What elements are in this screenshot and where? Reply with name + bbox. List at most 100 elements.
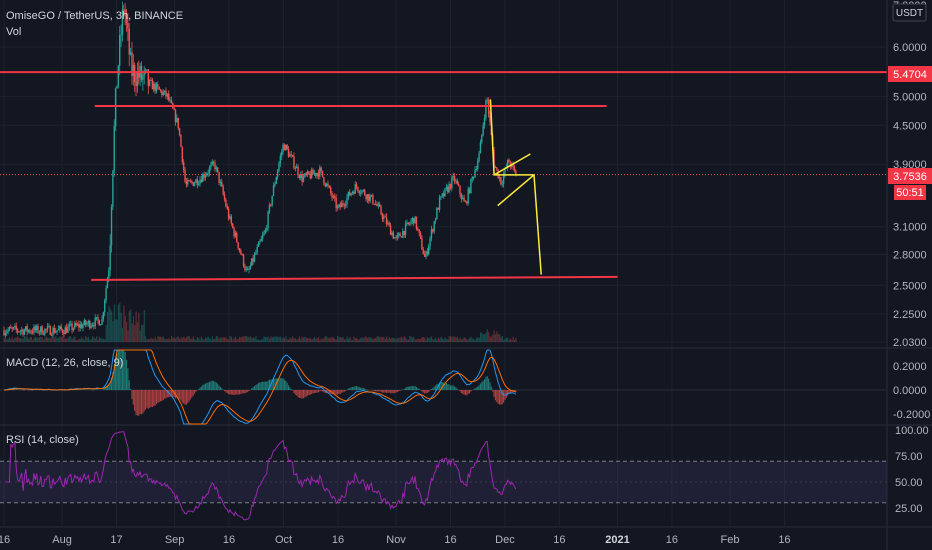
level-line[interactable]	[91, 275, 618, 281]
price-tick-label: 6.0000	[893, 42, 927, 54]
candle-body	[327, 183, 329, 186]
volume-bar	[138, 312, 140, 342]
volume-bar	[493, 330, 495, 342]
volume-bar	[407, 339, 409, 342]
candle-body	[162, 92, 164, 96]
projection-path[interactable]	[489, 99, 542, 275]
candle-body	[267, 211, 269, 229]
volume-bar	[70, 336, 72, 342]
volume-bar	[266, 337, 268, 342]
candle-body	[321, 170, 324, 178]
candle-body	[123, 9, 125, 11]
volume-bar	[396, 338, 399, 342]
volume-bar	[36, 337, 38, 342]
candle-body	[368, 194, 370, 201]
candle-body	[453, 175, 456, 182]
currency-label: USDT	[896, 8, 923, 19]
volume-bar	[142, 324, 144, 342]
candle-body	[219, 181, 222, 183]
candle-body	[451, 177, 453, 189]
candle-body	[71, 323, 73, 331]
candle-body	[72, 328, 75, 331]
volume-bar	[17, 336, 19, 342]
volume-bar	[405, 337, 407, 342]
drawing-layer[interactable]	[0, 71, 887, 281]
candle-body	[75, 323, 77, 326]
volume-bar	[377, 336, 380, 342]
rsi-tick-label: 25.00	[895, 503, 923, 515]
volume-bar	[353, 336, 355, 342]
candle-body	[173, 108, 175, 110]
volume-bar	[485, 332, 487, 342]
flag-lower-line[interactable]	[497, 174, 535, 207]
time-axis[interactable]: 16 Aug 17 Sep 16 Oct 16 Nov 16 Dec 16 2021 16 Feb 16	[0, 534, 791, 546]
candle-body	[177, 117, 179, 129]
volume-bar	[37, 337, 39, 342]
flag-upper-line[interactable]	[493, 153, 531, 176]
volume-bar	[469, 337, 471, 342]
volume-bar	[111, 311, 113, 342]
candle-body	[323, 177, 325, 184]
candle-body	[455, 180, 457, 182]
currency-button[interactable]: USDT	[892, 3, 927, 22]
volume-bar	[200, 336, 203, 342]
rsi-line[interactable]	[5, 431, 517, 521]
candle-body	[4, 333, 7, 336]
volume-bar	[375, 337, 377, 342]
candle-body	[229, 216, 231, 219]
volume-bar	[252, 337, 254, 342]
volume-bar	[346, 336, 348, 342]
candle-body	[324, 183, 326, 187]
rsi-pane[interactable]	[0, 431, 887, 521]
volume-bar	[143, 309, 145, 342]
candle-body	[102, 312, 105, 320]
volume-bar	[162, 336, 164, 342]
macd-pane[interactable]	[0, 349, 887, 425]
candle-body	[187, 180, 189, 185]
candle-body	[418, 229, 420, 233]
volume-bar	[351, 339, 354, 342]
candle-body	[25, 326, 27, 331]
candle-body	[392, 232, 395, 239]
candle-body	[380, 206, 382, 215]
volume-bar	[3, 338, 5, 342]
volume-bar	[449, 336, 452, 342]
volume-bar	[309, 338, 311, 342]
candle-body	[426, 251, 429, 255]
candle-body	[170, 99, 173, 104]
candle-body	[168, 93, 170, 101]
volume-bar	[338, 336, 340, 342]
volume-bar	[304, 336, 306, 342]
candle-body	[155, 84, 158, 92]
volume-bar	[222, 337, 224, 342]
candle-body	[415, 216, 418, 229]
volume-bar	[158, 336, 160, 342]
macd-signal-line[interactable]	[4, 349, 517, 425]
candle-body	[432, 229, 434, 232]
volume-bar	[135, 311, 137, 342]
candle-body	[502, 174, 505, 184]
macd-tick-label: 0.2000	[893, 361, 927, 373]
volume-bar	[168, 338, 170, 342]
candle-body	[212, 161, 215, 164]
volume-bar	[437, 337, 439, 342]
candle-body	[312, 169, 314, 175]
candle-body	[251, 258, 253, 266]
candle-body	[185, 181, 188, 185]
volume-bar	[326, 336, 328, 342]
candle-body	[463, 197, 465, 202]
candle-body	[364, 190, 366, 196]
candle-body	[411, 218, 414, 221]
volume-bar	[181, 338, 184, 342]
volume-bar	[40, 336, 42, 342]
candle-body	[108, 270, 110, 279]
volume-bar	[232, 339, 234, 342]
candlestick-series[interactable]	[3, 1, 517, 338]
volume-bar	[18, 338, 20, 342]
volume-bar	[273, 336, 275, 342]
candle-body	[434, 219, 437, 222]
volume-bar	[256, 339, 258, 342]
volume-bar	[237, 339, 239, 342]
volume-bar	[292, 336, 294, 342]
